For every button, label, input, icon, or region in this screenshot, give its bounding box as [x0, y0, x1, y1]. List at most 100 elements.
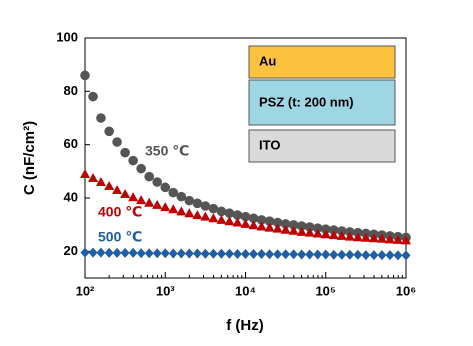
point: [216, 206, 227, 217]
point: [345, 249, 355, 260]
point: [288, 225, 299, 235]
point: [80, 169, 90, 178]
point: [184, 248, 194, 259]
layer-au: [248, 45, 396, 79]
point: [377, 250, 387, 261]
point: [280, 224, 291, 234]
point: [304, 222, 315, 232]
point: [337, 249, 347, 260]
point: [361, 250, 371, 261]
point: [200, 248, 210, 259]
point: [128, 155, 138, 166]
series-label: 500 ℃: [98, 229, 142, 245]
point: [168, 187, 179, 198]
point: [273, 249, 283, 260]
point: [136, 195, 147, 205]
point: [312, 223, 323, 233]
point: [208, 203, 219, 214]
point: [96, 247, 106, 258]
point: [320, 224, 331, 234]
point: [296, 221, 307, 231]
point: [176, 191, 187, 202]
y-tick-label: 80: [64, 83, 78, 98]
point: [296, 226, 307, 236]
point: [232, 217, 243, 227]
point: [88, 91, 98, 102]
point: [321, 249, 331, 260]
point: [289, 249, 299, 260]
point: [176, 206, 187, 216]
point: [224, 208, 235, 218]
point: [352, 232, 363, 242]
point: [328, 230, 339, 240]
point: [401, 235, 411, 245]
x-tick-label: 10⁶: [396, 283, 416, 298]
point: [184, 208, 195, 218]
point: [88, 173, 99, 182]
point: [297, 249, 307, 260]
x-tick-label: 10⁴: [235, 283, 256, 298]
point: [264, 216, 275, 226]
point: [152, 248, 162, 259]
y-tick-label: 40: [64, 189, 78, 204]
point: [80, 70, 90, 81]
point: [216, 214, 227, 224]
point: [160, 248, 170, 259]
series-label: 400 ℃: [98, 204, 142, 220]
point: [176, 248, 186, 259]
point: [385, 250, 395, 261]
x-tick-label: 10²: [76, 283, 95, 298]
point: [224, 248, 234, 259]
point: [112, 247, 122, 258]
point: [192, 210, 203, 220]
point: [304, 227, 315, 237]
point: [329, 249, 339, 260]
y-tick-label: 100: [56, 29, 78, 44]
point: [280, 219, 291, 229]
point: [160, 182, 171, 193]
point: [320, 229, 331, 239]
point: [200, 211, 211, 221]
point: [312, 228, 323, 238]
layer-ito: [248, 129, 396, 163]
point: [344, 231, 355, 241]
point: [264, 222, 275, 232]
point: [80, 247, 90, 258]
point: [232, 210, 243, 220]
point: [360, 232, 371, 242]
point: [257, 249, 267, 259]
point: [265, 249, 275, 260]
point: [281, 249, 291, 260]
x-tick-label: 10⁵: [315, 283, 336, 298]
point: [144, 248, 154, 259]
point: [216, 248, 226, 259]
point: [120, 189, 131, 198]
point: [160, 202, 171, 212]
x-tick-label: 10³: [156, 283, 175, 298]
point: [128, 192, 139, 202]
point: [240, 218, 251, 228]
point: [168, 204, 179, 214]
point: [208, 248, 218, 259]
point: [369, 250, 379, 261]
point: [248, 213, 259, 224]
point: [96, 113, 106, 123]
point: [376, 233, 387, 243]
point: [401, 250, 411, 261]
point: [112, 185, 123, 194]
point: [120, 147, 130, 158]
point: [152, 177, 163, 187]
point: [392, 234, 403, 244]
layer-psz: [248, 79, 396, 126]
point: [368, 233, 379, 243]
point: [208, 213, 219, 223]
y-tick-label: 20: [64, 243, 78, 258]
point: [256, 215, 267, 225]
point: [200, 201, 211, 211]
y-tick-label: 60: [64, 136, 78, 151]
point: [384, 234, 395, 244]
point: [144, 197, 155, 207]
point: [336, 230, 347, 240]
point: [224, 216, 235, 226]
